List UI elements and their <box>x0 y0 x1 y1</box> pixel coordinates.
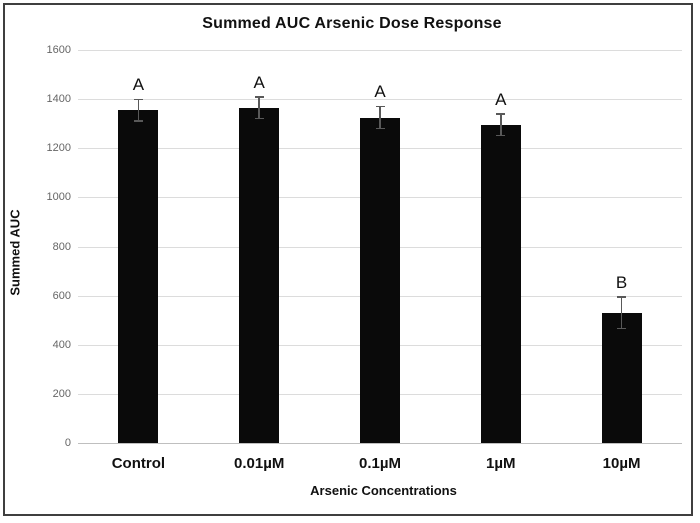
chart-frame: Summed AUC Arsenic Dose Response Summed … <box>3 3 693 516</box>
y-tick-label: 600 <box>52 289 71 302</box>
bar <box>118 110 159 443</box>
error-bar-cap-bottom <box>617 327 627 330</box>
error-bar <box>500 113 502 136</box>
y-tick-label: 800 <box>52 240 71 253</box>
error-bar <box>620 296 623 329</box>
category-label: Control <box>111 455 166 472</box>
category-label: 0.1µM <box>359 455 401 472</box>
y-tick-label: 0 <box>64 437 71 449</box>
y-tick-label: 400 <box>52 338 71 351</box>
y-tick-label: 200 <box>52 387 71 400</box>
category-label: 1µM <box>486 455 516 472</box>
bar <box>601 312 642 443</box>
bar <box>480 124 521 443</box>
bar <box>239 107 280 443</box>
error-bar-cap-bottom <box>375 127 385 130</box>
y-tick-label: 1400 <box>46 93 71 106</box>
error-bar <box>379 106 381 129</box>
error-bar-cap-top <box>496 113 506 115</box>
gridline <box>78 99 682 101</box>
error-bar-cap-top <box>375 105 385 108</box>
error-bar-cap-top <box>254 96 264 98</box>
category-label: 10µM <box>602 455 641 472</box>
gridline <box>78 50 682 51</box>
error-bar-cap-bottom <box>254 117 264 120</box>
y-tick-label: 1000 <box>46 191 71 204</box>
y-axis-title: Summed AUC <box>7 209 23 296</box>
x-axis-title: Arsenic Concentrations <box>310 483 457 498</box>
error-bar <box>258 96 260 119</box>
significance-letter: A <box>253 72 265 92</box>
significance-letter: B <box>615 272 628 292</box>
bar <box>360 117 400 443</box>
significance-letter: A <box>495 89 507 109</box>
gridline <box>78 443 682 444</box>
significance-letter: A <box>374 82 386 102</box>
error-bar-cap-bottom <box>133 120 143 122</box>
error-bar-cap-top <box>617 296 627 298</box>
y-tick-label: 1600 <box>46 44 71 56</box>
error-bar-cap-top <box>133 98 143 101</box>
error-bar-cap-bottom <box>496 134 506 137</box>
chart-title: Summed AUC Arsenic Dose Response <box>202 15 502 32</box>
category-label: 0.01µM <box>234 455 285 472</box>
error-bar <box>137 99 140 122</box>
y-tick-label: 1200 <box>46 142 71 155</box>
significance-letter: A <box>132 75 145 95</box>
